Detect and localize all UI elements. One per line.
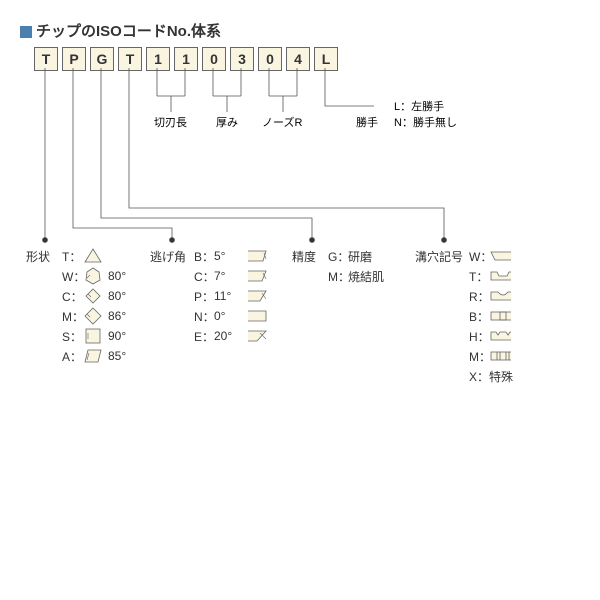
hole-k: B： bbox=[469, 308, 485, 325]
triangle-icon bbox=[82, 247, 104, 265]
hole-icon bbox=[489, 247, 511, 265]
relief-k: B： bbox=[194, 248, 210, 265]
relief-k: N： bbox=[194, 308, 210, 325]
hole-k: W： bbox=[469, 248, 485, 265]
relief-icon bbox=[246, 307, 268, 325]
hole-k: R： bbox=[469, 288, 485, 305]
shape-ang: 86° bbox=[108, 309, 136, 323]
trigon-icon bbox=[82, 267, 104, 285]
relief-ang: 7° bbox=[214, 269, 242, 283]
title: チップのISOコードNo.体系 bbox=[20, 20, 580, 41]
shape-k: S： bbox=[62, 328, 78, 345]
label-hand: 勝手 bbox=[356, 115, 378, 129]
hole-k: H： bbox=[469, 328, 485, 345]
hole-icon bbox=[489, 327, 511, 345]
hand-L: L：左勝手 bbox=[394, 99, 444, 113]
precision-k: G： bbox=[328, 248, 344, 265]
shape-ang: 80° bbox=[108, 269, 136, 283]
relief-ang: 20° bbox=[214, 329, 242, 343]
hole-k: M： bbox=[469, 348, 485, 365]
relief-icon bbox=[246, 327, 268, 345]
precision-k: M： bbox=[328, 268, 344, 285]
shape-title: 形状 bbox=[26, 248, 58, 265]
title-text: チップのISOコードNo.体系 bbox=[36, 23, 221, 40]
hole-v: 特殊 bbox=[489, 368, 513, 385]
hole-k: X： bbox=[469, 368, 485, 385]
shape-k: A： bbox=[62, 348, 78, 365]
relief-icon bbox=[246, 267, 268, 285]
precision-title: 精度 bbox=[292, 248, 324, 265]
label-cutlen: 切刃長 bbox=[154, 116, 187, 129]
label-noser: ノーズR bbox=[262, 115, 302, 129]
hole-icon bbox=[489, 267, 511, 285]
shape-k: T： bbox=[62, 248, 78, 265]
shape-k: C： bbox=[62, 288, 78, 305]
shape-ang: 85° bbox=[108, 349, 136, 363]
relief-title: 逃げ角 bbox=[150, 248, 190, 265]
label-thick: 厚み bbox=[216, 116, 238, 129]
hole-k: T： bbox=[469, 268, 485, 285]
rhombus86-icon bbox=[82, 307, 104, 325]
precision-v: 焼結肌 bbox=[348, 268, 384, 285]
shape-k: M： bbox=[62, 308, 78, 325]
title-square bbox=[20, 26, 32, 38]
shape-k: W： bbox=[62, 268, 78, 285]
precision-v: 研磨 bbox=[348, 248, 372, 265]
hole-icon bbox=[489, 347, 511, 365]
rhombus80-icon bbox=[82, 287, 104, 305]
square-icon bbox=[82, 327, 104, 345]
hole-title: 溝穴記号 bbox=[415, 248, 465, 265]
relief-ang: 11° bbox=[214, 289, 242, 303]
relief-ang: 0° bbox=[214, 309, 242, 323]
relief-k: P： bbox=[194, 288, 210, 305]
relief-k: E： bbox=[194, 328, 210, 345]
parallelogram-icon bbox=[82, 347, 104, 365]
relief-icon bbox=[246, 287, 268, 305]
shape-ang: 90° bbox=[108, 329, 136, 343]
hole-icon bbox=[489, 287, 511, 305]
relief-k: C： bbox=[194, 268, 210, 285]
hole-icon bbox=[489, 307, 511, 325]
relief-ang: 5° bbox=[214, 249, 242, 263]
relief-icon bbox=[246, 247, 268, 265]
hand-N: N：勝手無し bbox=[394, 115, 457, 129]
shape-ang: 80° bbox=[108, 289, 136, 303]
